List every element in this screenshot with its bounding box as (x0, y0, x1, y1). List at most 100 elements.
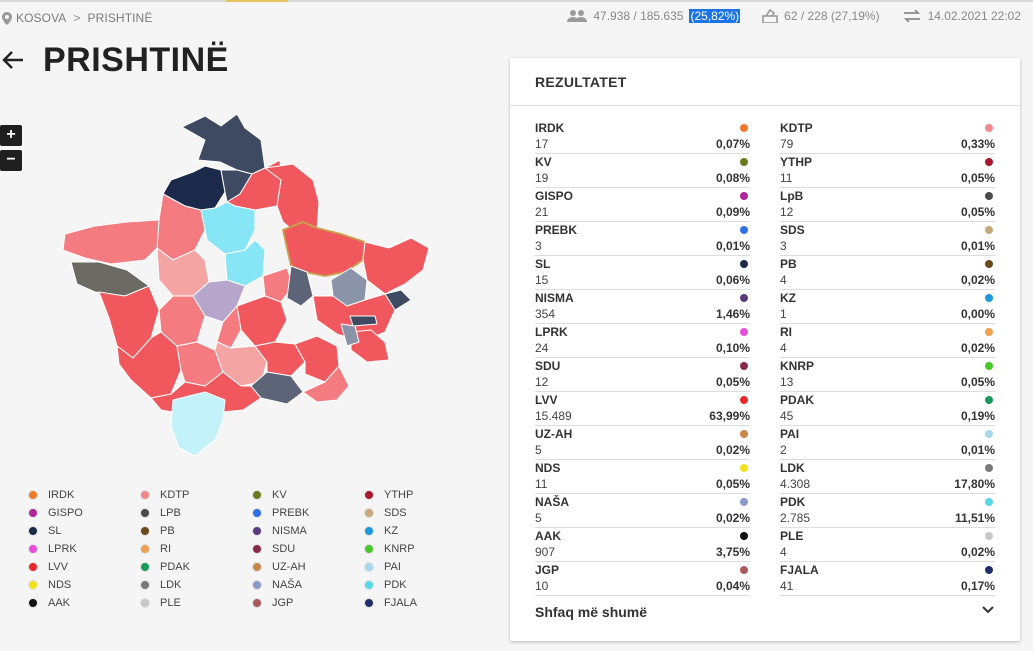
map-region-gracanica[interactable] (286, 265, 314, 307)
legend-label: PLE (160, 597, 181, 609)
location-pin-icon (2, 11, 12, 25)
map-region-gjilan-inner[interactable] (349, 315, 378, 327)
party-row[interactable]: PB 4 0,02% (780, 256, 995, 290)
party-row[interactable]: PREBK 3 0,01% (535, 222, 750, 256)
legend-dot (28, 508, 38, 518)
legend-item: LPRK (28, 540, 140, 558)
party-votes: 4 (780, 273, 787, 287)
legend-dot (364, 508, 374, 518)
party-row[interactable]: IRDK 17 0,07% (535, 120, 750, 154)
party-row[interactable]: PDAK 45 0,19% (780, 392, 995, 426)
kosovo-results-map (62, 113, 430, 457)
party-row[interactable]: PDK 2.785 11,51% (780, 494, 995, 528)
party-percent: 0,02% (960, 341, 995, 355)
legend-label: PDAK (160, 561, 190, 573)
breadcrumb: KOSOVA > PRISHTINË (2, 11, 152, 25)
party-row[interactable]: UZ-AH 5 0,02% (535, 426, 750, 460)
party-color-dot (740, 464, 748, 472)
party-row[interactable]: JGP 10 0,04% (535, 562, 750, 596)
party-row[interactable]: GISPO 21 0,09% (535, 188, 750, 222)
party-name: PB (780, 257, 797, 271)
party-row[interactable]: AAK 907 3,75% (535, 528, 750, 562)
party-percent: 0,19% (960, 409, 995, 423)
stations-stat: 62 / 228 (27,19%) (762, 9, 880, 23)
party-votes: 4.308 (780, 477, 811, 491)
legend-dot (252, 508, 262, 518)
party-row[interactable]: KV 19 0,08% (535, 154, 750, 188)
party-votes: 11 (535, 477, 548, 491)
party-name: KZ (780, 291, 796, 305)
map-region-prishtina[interactable] (282, 221, 366, 277)
party-votes: 354 (535, 307, 556, 321)
party-row[interactable]: NISMA 354 1,46% (535, 290, 750, 324)
map-region-vushtrri[interactable] (226, 159, 282, 211)
map-region-dragash[interactable] (170, 391, 226, 457)
map-region-kamenica[interactable] (362, 237, 430, 295)
legend-label: FJALA (384, 597, 418, 609)
party-row[interactable]: LDK 4.308 17,80% (780, 460, 995, 494)
party-color-dot (985, 294, 993, 302)
party-row[interactable]: SL 15 0,06% (535, 256, 750, 290)
party-row[interactable]: SDU 12 0,05% (535, 358, 750, 392)
party-row[interactable]: RI 4 0,02% (780, 324, 995, 358)
legend-dot (252, 580, 262, 590)
map-region-shtime[interactable] (216, 305, 242, 349)
legend-item: PDAK (140, 558, 252, 576)
legend-item: PDK (364, 576, 476, 594)
legend-label: JGP (272, 597, 294, 609)
breadcrumb-root[interactable]: KOSOVA (16, 11, 67, 25)
party-percent: 0,02% (715, 511, 750, 525)
legend-label: NISMA (272, 525, 307, 537)
party-name: NISMA (535, 291, 574, 305)
legend-item: PREBK (252, 504, 364, 522)
updated-stat: 14.02.2021 22:02 (902, 9, 1021, 23)
show-more-button[interactable]: Shfaq më shumë (535, 604, 648, 620)
legend-label: PAI (384, 561, 401, 573)
legend-label: SDS (384, 507, 407, 519)
party-row[interactable]: KNRP 13 0,05% (780, 358, 995, 392)
map-region-hani-elezit[interactable] (302, 365, 350, 403)
party-row[interactable]: LpB 12 0,05% (780, 188, 995, 222)
party-name: JGP (535, 563, 560, 577)
map-region-viti[interactable] (350, 329, 390, 363)
party-votes: 2 (780, 443, 787, 457)
results-column-left: IRDK 17 0,07% KV 19 0,08% GISPO 21 0,09% PREBK 3 0,… (535, 120, 750, 596)
party-row[interactable]: PAI 2 0,01% (780, 426, 995, 460)
legend-item: NISMA (252, 522, 364, 540)
party-row[interactable]: NAŠA 5 0,02% (535, 494, 750, 528)
party-row[interactable]: YTHP 11 0,05% (780, 154, 995, 188)
zoom-in-button[interactable]: + (0, 125, 22, 146)
map-region-mitrovica[interactable] (200, 201, 256, 255)
party-votes: 15.489 (535, 409, 572, 423)
party-name: LpB (780, 189, 804, 203)
chevron-down-icon[interactable] (981, 603, 995, 617)
map-region-partesh[interactable] (340, 323, 360, 347)
map-region-ferizaj[interactable] (254, 341, 306, 377)
party-votes: 3 (535, 239, 542, 253)
back-arrow-icon[interactable] (2, 47, 24, 75)
party-name: RI (780, 325, 792, 339)
party-percent: 63,99% (709, 409, 750, 423)
map-region-lipjan[interactable] (236, 295, 288, 347)
party-row[interactable]: FJALA 41 0,17% (780, 562, 995, 596)
party-color-dot (985, 124, 993, 132)
legend-item: PAI (364, 558, 476, 576)
party-name: AAK (535, 529, 561, 543)
party-row[interactable]: SDS 3 0,01% (780, 222, 995, 256)
party-votes: 4 (780, 341, 787, 355)
legend-item: KDTP (140, 486, 252, 504)
party-row[interactable]: KZ 1 0,00% (780, 290, 995, 324)
party-color-dot (740, 362, 748, 370)
legend-item: KV (252, 486, 364, 504)
party-row[interactable]: LVV 15.489 63,99% (535, 392, 750, 426)
party-row[interactable]: LPRK 24 0,10% (535, 324, 750, 358)
party-row[interactable]: NDS 11 0,05% (535, 460, 750, 494)
party-color-dot (985, 226, 993, 234)
legend-label: KV (272, 489, 287, 501)
party-row[interactable]: PLE 4 0,02% (780, 528, 995, 562)
zoom-out-button[interactable]: − (0, 150, 22, 171)
party-percent: 0,01% (960, 239, 995, 253)
party-row[interactable]: KDTP 79 0,33% (780, 120, 995, 154)
map-region-north[interactable] (181, 113, 266, 175)
map-region-istog[interactable] (62, 219, 160, 265)
